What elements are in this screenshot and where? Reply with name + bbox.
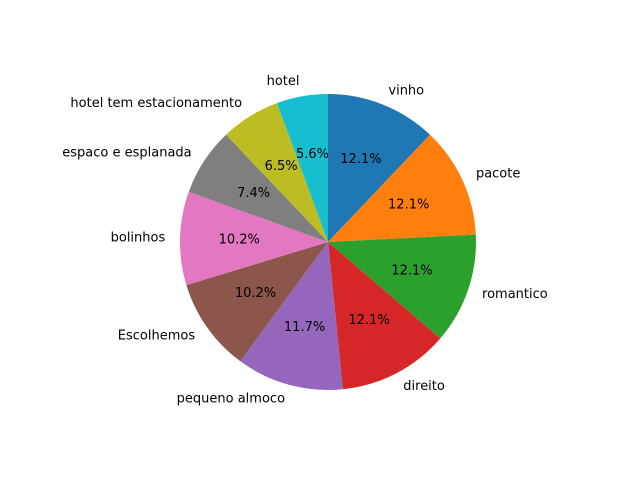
slice-label-6: bolinhos [111, 230, 166, 245]
pct-label-0: 12.1% [340, 152, 381, 167]
pie-slice-3 [328, 242, 441, 390]
pie-slices [179, 94, 476, 390]
pct-label-6: 10.2% [219, 232, 260, 247]
percentage-labels: 12.1% 12.1% 12.1% 12.1% 11.7% 10.2% 10.2% 7.4% 6… [219, 147, 433, 335]
pie-slice-1 [328, 134, 476, 242]
pct-label-4: 11.7% [284, 320, 325, 335]
slice-label-8: hotel tem estacionamento [70, 96, 242, 111]
slice-label-5: Escolhemos [118, 329, 196, 344]
slice-label-1: pacote [476, 167, 520, 182]
pie-slice-7 [188, 134, 328, 242]
slice-label-0: vinho [388, 83, 424, 98]
slice-label-9: hotel [267, 74, 300, 89]
slice-label-2: romantico [482, 287, 548, 302]
pie-slice-8 [226, 103, 328, 243]
pct-label-8: 6.5% [265, 159, 298, 174]
pie-slice-6 [179, 191, 328, 286]
pie-slice-5 [186, 242, 328, 362]
pct-label-1: 12.1% [388, 197, 429, 212]
slice-label-4: pequeno almoco [177, 392, 285, 407]
slice-labels: vinho pacote romantico direito pequeno almoc… [62, 74, 548, 406]
pct-label-2: 12.1% [391, 263, 432, 278]
pie-slice-0 [328, 94, 430, 242]
pct-label-7: 7.4% [237, 186, 270, 201]
pie-slice-9 [276, 94, 328, 242]
pie-slice-2 [328, 234, 476, 339]
slice-label-7: espaco e esplanada [62, 146, 191, 161]
pct-label-9: 5.6% [296, 147, 329, 162]
slice-label-3: direito [403, 379, 445, 394]
pct-label-5: 10.2% [235, 286, 276, 301]
pie-slice-4 [240, 242, 343, 390]
pct-label-3: 12.1% [348, 313, 389, 328]
